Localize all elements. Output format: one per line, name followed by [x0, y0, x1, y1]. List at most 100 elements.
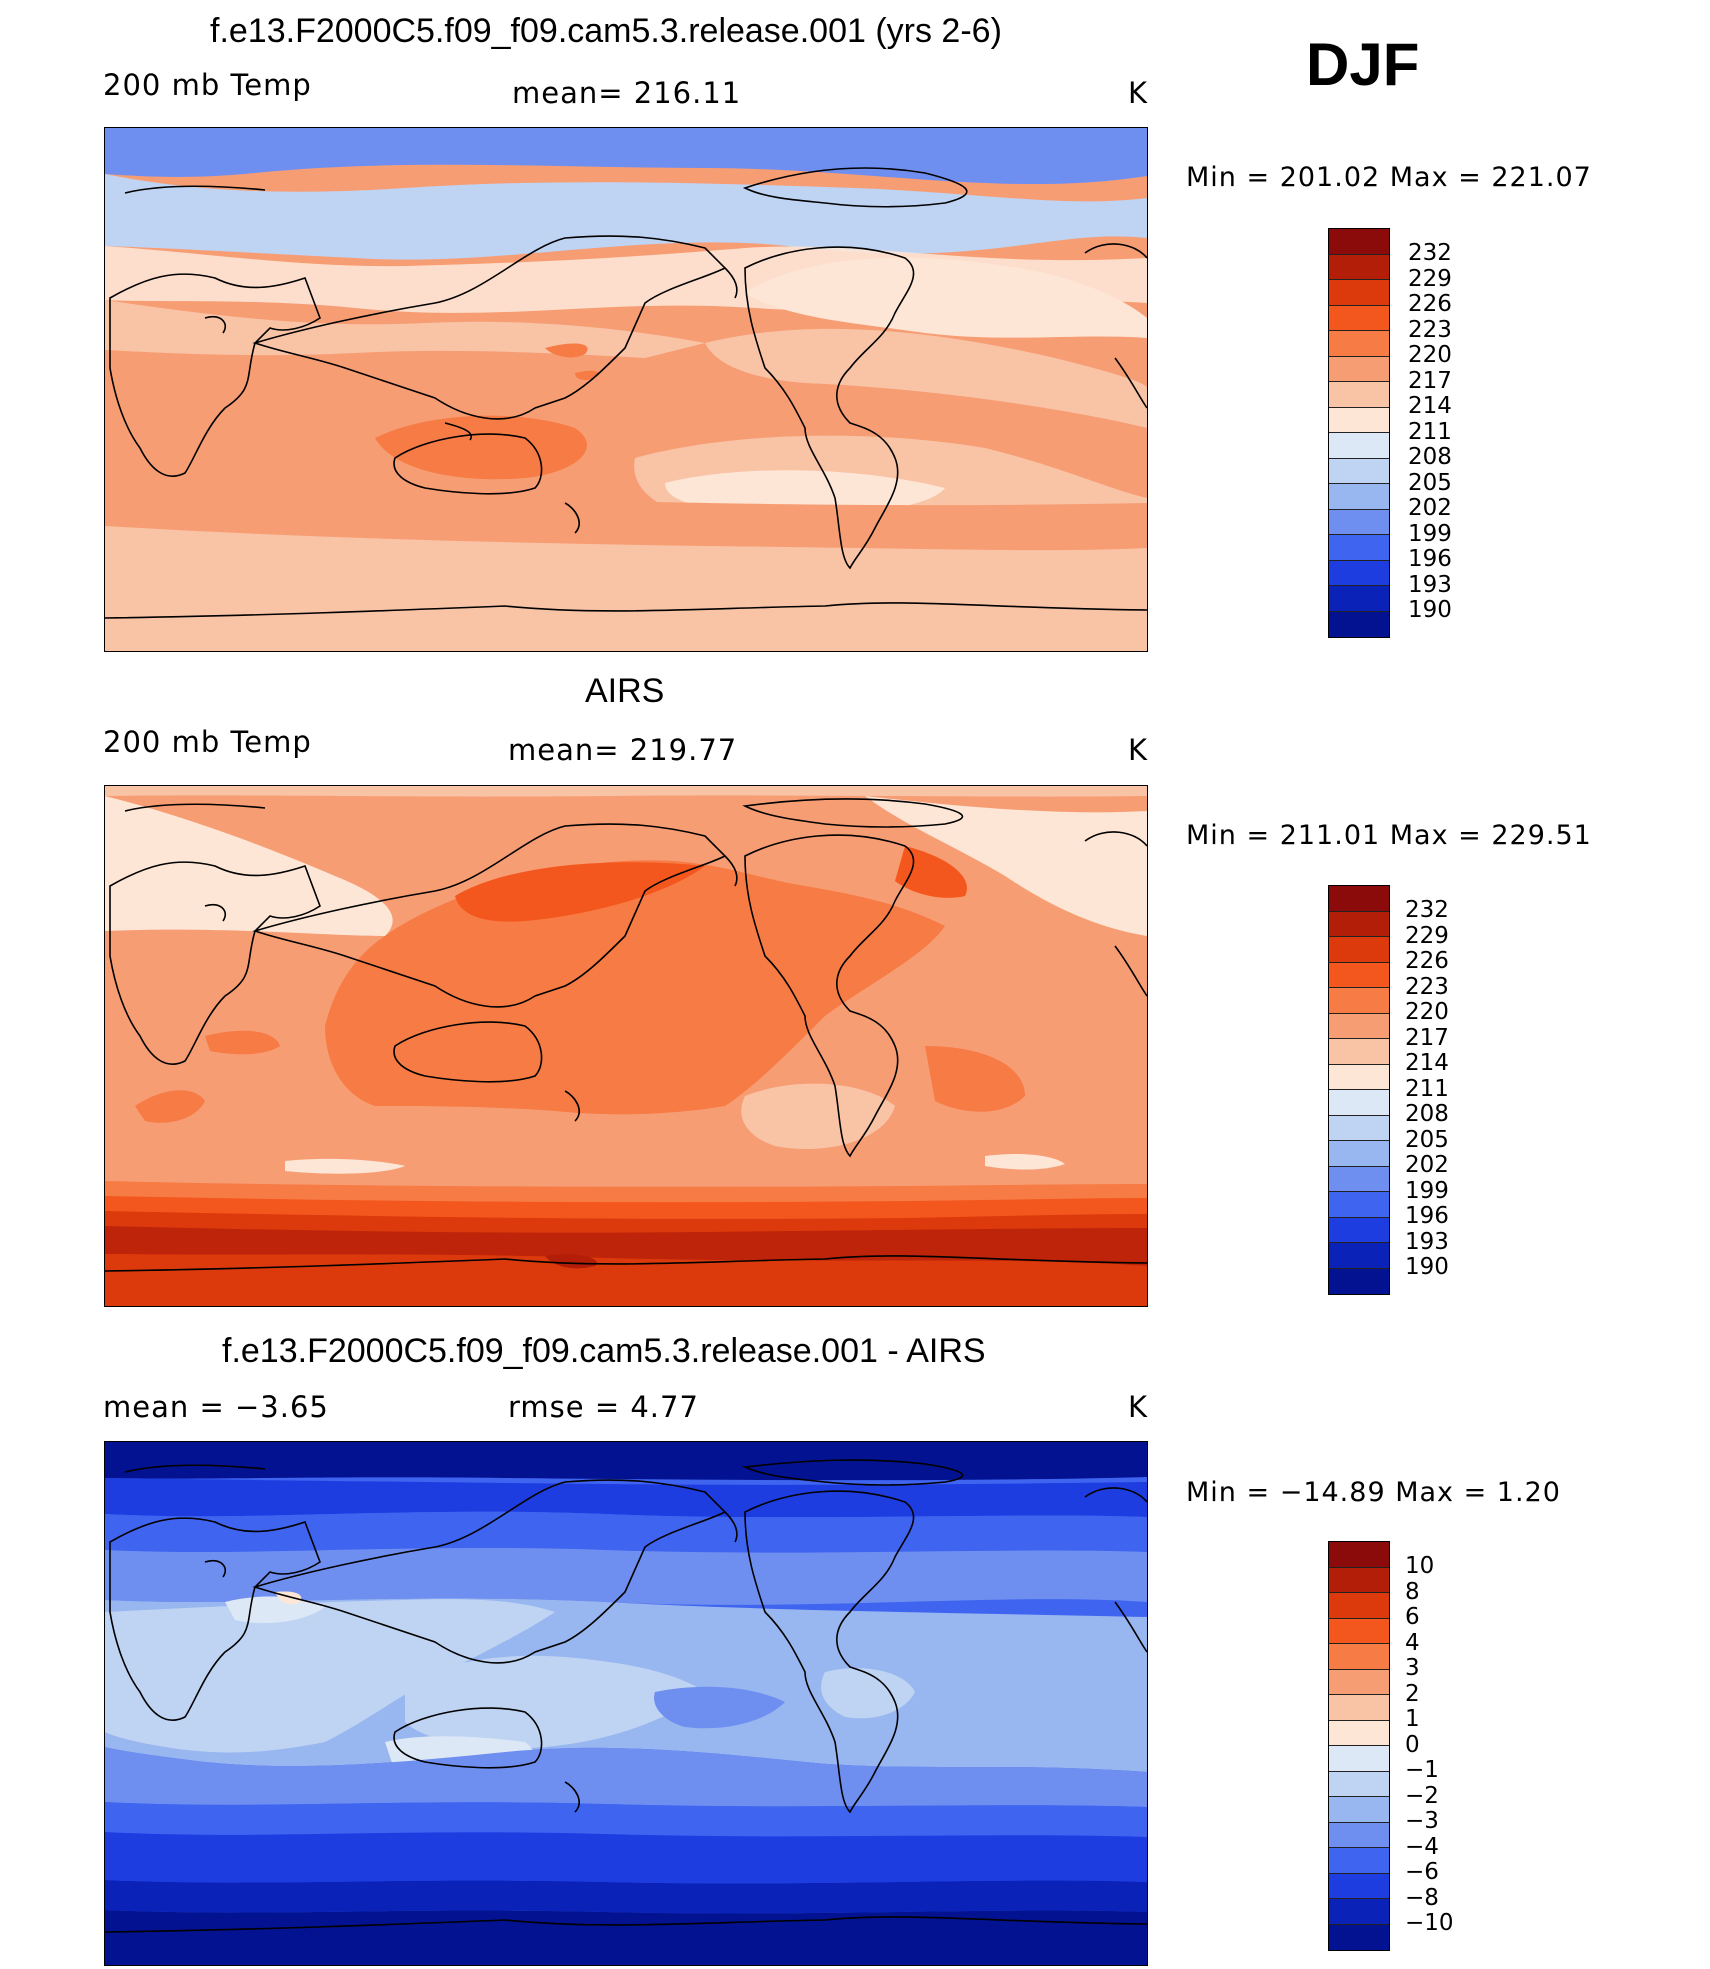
- panel-1-units: K: [1128, 76, 1149, 110]
- colorbar-tick: 220: [1405, 999, 1449, 1025]
- colorbar-tick: 217: [1405, 1025, 1449, 1051]
- colorbar-tick: 220: [1408, 342, 1452, 368]
- colorbar-tick: 193: [1408, 572, 1452, 598]
- colorbar-swatch: [1329, 1695, 1389, 1721]
- panel-3-mean-label: mean = −3.65: [103, 1390, 329, 1424]
- panel-3-rmse-label: rmse = 4.77: [508, 1390, 699, 1424]
- colorbar-swatch: [1329, 1924, 1389, 1950]
- colorbar-swatch: [1329, 1746, 1389, 1772]
- colorbar-swatch: [1329, 254, 1389, 280]
- colorbar-swatch: [1329, 937, 1389, 963]
- colorbar-swatch: [1329, 509, 1389, 535]
- colorbar-swatch: [1329, 1192, 1389, 1218]
- colorbar-tick: 226: [1408, 291, 1452, 317]
- colorbar-tick: 205: [1408, 470, 1452, 496]
- colorbar-tick: 199: [1405, 1178, 1449, 1204]
- colorbar-swatch: [1329, 484, 1389, 510]
- panel-1-colorbar: [1328, 228, 1390, 638]
- panel-1-map: [104, 127, 1148, 652]
- panel-2-units: K: [1128, 733, 1149, 767]
- colorbar-swatch: [1329, 305, 1389, 331]
- colorbar-swatch: [1329, 229, 1389, 255]
- panel-2-contour-field: [105, 786, 1147, 1306]
- panel-2-map: [104, 785, 1148, 1307]
- panel-2-minmax: Min = 211.01 Max = 229.51: [1186, 820, 1592, 851]
- colorbar-swatch: [1329, 458, 1389, 484]
- colorbar-tick: 211: [1408, 419, 1452, 445]
- colorbar-swatch: [1329, 1039, 1389, 1065]
- colorbar-tick: −2: [1405, 1783, 1439, 1809]
- colorbar-tick: −8: [1405, 1885, 1439, 1911]
- colorbar-swatch: [1329, 911, 1389, 937]
- colorbar-swatch: [1329, 560, 1389, 586]
- colorbar-swatch: [1329, 280, 1389, 306]
- panel-3-colorbar: [1328, 1541, 1390, 1951]
- colorbar-tick: 4: [1405, 1630, 1420, 1656]
- panel-3-map: [104, 1441, 1148, 1966]
- colorbar-swatch: [1329, 1064, 1389, 1090]
- colorbar-tick: 226: [1405, 948, 1449, 974]
- colorbar-swatch: [1329, 382, 1389, 408]
- colorbar-tick: 3: [1405, 1655, 1420, 1681]
- colorbar-tick: 223: [1405, 974, 1449, 1000]
- colorbar-swatch: [1329, 1899, 1389, 1925]
- colorbar-tick: 1: [1405, 1706, 1420, 1732]
- colorbar-swatch: [1329, 433, 1389, 459]
- colorbar-swatch: [1329, 1618, 1389, 1644]
- colorbar-swatch: [1329, 1593, 1389, 1619]
- colorbar-tick: −1: [1405, 1757, 1439, 1783]
- colorbar-tick: 211: [1405, 1076, 1449, 1102]
- panel-2-title: AIRS: [585, 672, 665, 710]
- colorbar-tick: 229: [1408, 266, 1452, 292]
- colorbar-tick: 6: [1405, 1604, 1420, 1630]
- panel-3-units: K: [1128, 1390, 1149, 1424]
- colorbar-swatch: [1329, 886, 1389, 912]
- colorbar-swatch: [1329, 1542, 1389, 1568]
- colorbar-swatch: [1329, 1567, 1389, 1593]
- colorbar-swatch: [1329, 331, 1389, 357]
- colorbar-tick: 0: [1405, 1732, 1420, 1758]
- colorbar-tick: 205: [1405, 1127, 1449, 1153]
- colorbar-tick: 214: [1405, 1050, 1449, 1076]
- colorbar-swatch: [1329, 1217, 1389, 1243]
- panel-3-minmax: Min = −14.89 Max = 1.20: [1186, 1477, 1561, 1508]
- panel-1-mean-label: mean= 216.11: [512, 76, 742, 110]
- colorbar-tick: 199: [1408, 521, 1452, 547]
- panel-1-left-label: 200 mb Temp: [103, 68, 312, 102]
- colorbar-tick: 208: [1405, 1101, 1449, 1127]
- colorbar-swatch: [1329, 1822, 1389, 1848]
- colorbar-tick: −10: [1405, 1910, 1454, 1936]
- colorbar-tick: 223: [1408, 317, 1452, 343]
- colorbar-tick: 193: [1405, 1229, 1449, 1255]
- colorbar-tick: 196: [1408, 546, 1452, 572]
- colorbar-tick: 232: [1405, 897, 1449, 923]
- colorbar-tick: 196: [1405, 1203, 1449, 1229]
- colorbar-tick: 2: [1405, 1681, 1420, 1707]
- colorbar-swatch: [1329, 1644, 1389, 1670]
- colorbar-tick: 202: [1405, 1152, 1449, 1178]
- panel-2-left-label: 200 mb Temp: [103, 725, 312, 759]
- colorbar-tick: 8: [1405, 1579, 1420, 1605]
- colorbar-tick: 190: [1408, 597, 1452, 623]
- colorbar-swatch: [1329, 1873, 1389, 1899]
- colorbar-tick: 232: [1408, 240, 1452, 266]
- colorbar-swatch: [1329, 586, 1389, 612]
- panel-2-colorbar: [1328, 885, 1390, 1295]
- colorbar-tick: 208: [1408, 444, 1452, 470]
- colorbar-tick: 202: [1408, 495, 1452, 521]
- colorbar-swatch: [1329, 1797, 1389, 1823]
- colorbar-tick: 214: [1408, 393, 1452, 419]
- panel-1-minmax: Min = 201.02 Max = 221.07: [1186, 162, 1592, 193]
- colorbar-swatch: [1329, 1720, 1389, 1746]
- colorbar-swatch: [1329, 1243, 1389, 1269]
- colorbar-swatch: [1329, 1166, 1389, 1192]
- colorbar-swatch: [1329, 1115, 1389, 1141]
- colorbar-swatch: [1329, 1669, 1389, 1695]
- colorbar-tick: −4: [1405, 1834, 1439, 1860]
- colorbar-swatch: [1329, 1848, 1389, 1874]
- colorbar-swatch: [1329, 1141, 1389, 1167]
- panel-1-title: f.e13.F2000C5.f09_f09.cam5.3.release.001…: [210, 12, 1002, 50]
- colorbar-swatch: [1329, 535, 1389, 561]
- colorbar-tick: 10: [1405, 1553, 1435, 1579]
- panel-3-title: f.e13.F2000C5.f09_f09.cam5.3.release.001…: [222, 1332, 986, 1370]
